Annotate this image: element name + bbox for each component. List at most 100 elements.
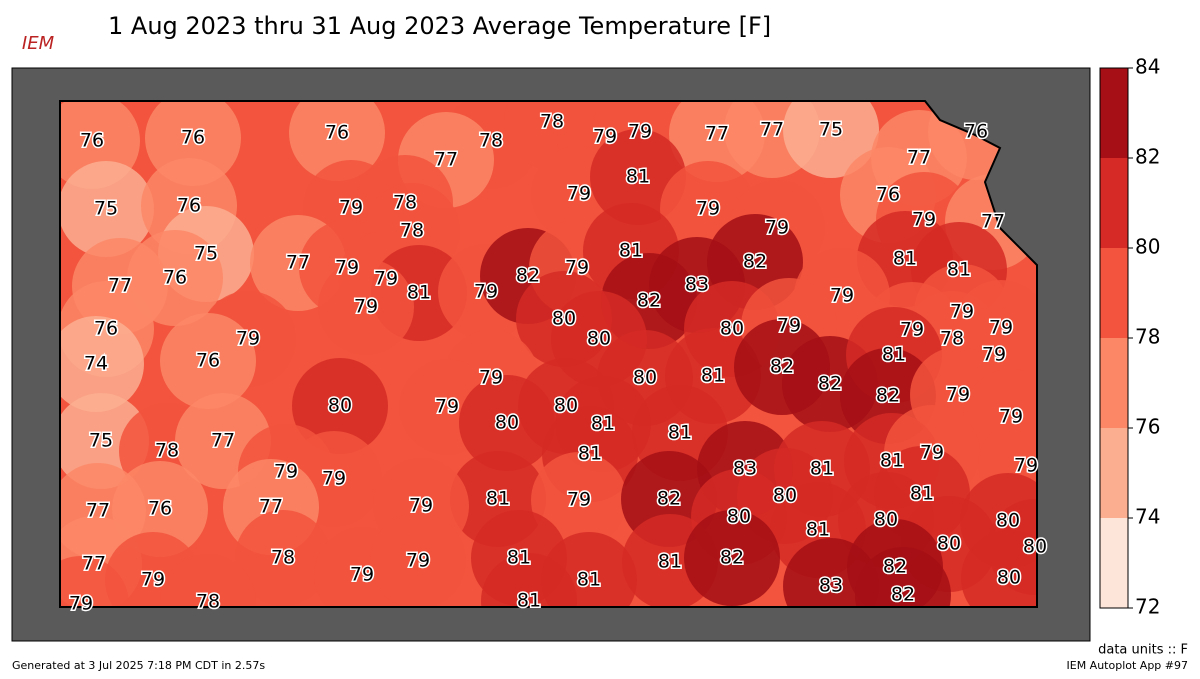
station-value: 79 [141, 569, 165, 591]
station-value: 79 [777, 315, 801, 337]
station-value: 78 [400, 220, 424, 242]
station-area [60, 316, 144, 412]
station-value: 81 [893, 248, 917, 270]
station-value: 79 [765, 217, 789, 239]
station-value: 79 [946, 384, 970, 406]
station-value: 79 [374, 268, 398, 290]
station-value: 76 [196, 350, 220, 372]
station-value: 82 [883, 556, 907, 578]
station-value: 81 [658, 551, 682, 573]
station-area [160, 313, 256, 409]
station-value: 76 [181, 127, 205, 149]
station-value: 81 [701, 365, 725, 387]
station-value: 79 [335, 257, 359, 279]
station-area [160, 554, 256, 607]
colorbar-bin [1100, 158, 1128, 248]
station-area [127, 230, 223, 326]
station-value: 81 [882, 344, 906, 366]
station-value: 77 [907, 147, 931, 169]
station-value: 75 [194, 243, 218, 265]
station-value: 80 [773, 485, 797, 507]
station-value: 80 [554, 395, 578, 417]
station-value: 78 [271, 547, 295, 569]
station-value: 80 [720, 318, 744, 340]
station-value: 79 [696, 198, 720, 220]
station-value: 81 [407, 282, 431, 304]
station-area [60, 556, 129, 607]
colorbar-bin [1100, 338, 1128, 428]
station-value: 81 [626, 166, 650, 188]
station-value: 82 [720, 547, 744, 569]
station-value: 79 [406, 550, 430, 572]
station-value: 80 [937, 533, 961, 555]
colorbar-bin [1100, 428, 1128, 518]
station-value: 82 [743, 251, 767, 273]
station-value: 79 [69, 593, 93, 615]
station-value: 80 [552, 308, 576, 330]
station-value: 76 [964, 121, 988, 143]
colorbar-tick-label: 84 [1135, 55, 1160, 79]
station-value: 78 [479, 130, 503, 152]
station-value: 75 [819, 119, 843, 141]
station-value: 79 [409, 495, 433, 517]
station-value: 77 [760, 119, 784, 141]
station-area [783, 101, 879, 178]
station-value: 83 [685, 274, 709, 296]
station-value: 77 [259, 496, 283, 518]
station-area [145, 101, 241, 186]
station-value: 77 [705, 123, 729, 145]
station-value: 82 [876, 385, 900, 407]
station-value: 78 [155, 440, 179, 462]
station-value: 80 [1023, 536, 1047, 558]
station-value: 79 [236, 328, 260, 350]
colorbar-tick-label: 74 [1135, 505, 1160, 529]
colorbar-tick-label: 78 [1135, 325, 1160, 349]
station-value: 79 [339, 197, 363, 219]
station-value: 76 [325, 122, 349, 144]
station-value: 79 [567, 489, 591, 511]
station-value: 79 [830, 285, 854, 307]
station-value: 80 [727, 506, 751, 528]
station-value: 79 [982, 344, 1006, 366]
station-area [459, 375, 555, 471]
station-value: 79 [900, 319, 924, 341]
station-value: 77 [286, 252, 310, 274]
logo: IEM [22, 33, 55, 54]
colorbar-bin [1100, 68, 1128, 158]
station-value: 79 [999, 406, 1023, 428]
station-value: 79 [567, 183, 591, 205]
station-value: 77 [108, 275, 132, 297]
station-value: 82 [657, 488, 681, 510]
colorbar-bin [1100, 248, 1128, 338]
station-value: 76 [80, 130, 104, 152]
colorbar-tick-label: 82 [1135, 145, 1160, 169]
station-area [289, 101, 385, 181]
station-value: 79 [912, 209, 936, 231]
station-value: 77 [211, 430, 235, 452]
station-value: 79 [479, 367, 503, 389]
station-value: 82 [770, 356, 794, 378]
colorbar-tick-label: 72 [1135, 595, 1160, 619]
station-value: 78 [540, 111, 564, 133]
station-value: 80 [587, 328, 611, 350]
station-value: 81 [810, 458, 834, 480]
units: data units :: F [1098, 643, 1188, 658]
station-value: 79 [350, 564, 374, 586]
station-value: 81 [577, 569, 601, 591]
station-value: 78 [196, 591, 220, 613]
station-area [481, 553, 577, 607]
station-value: 79 [274, 461, 298, 483]
station-area [961, 530, 1037, 607]
station-area [235, 510, 331, 606]
station-value: 80 [495, 412, 519, 434]
station-value: 82 [637, 290, 661, 312]
station-value: 78 [393, 192, 417, 214]
station-value: 76 [163, 267, 187, 289]
station-area [370, 513, 466, 607]
station-value: 76 [177, 195, 201, 217]
station-value: 79 [920, 442, 944, 464]
station-value: 80 [328, 395, 352, 417]
station-value: 81 [486, 488, 510, 510]
colorbar-tick-label: 76 [1135, 415, 1160, 439]
station-value: 77 [82, 553, 106, 575]
